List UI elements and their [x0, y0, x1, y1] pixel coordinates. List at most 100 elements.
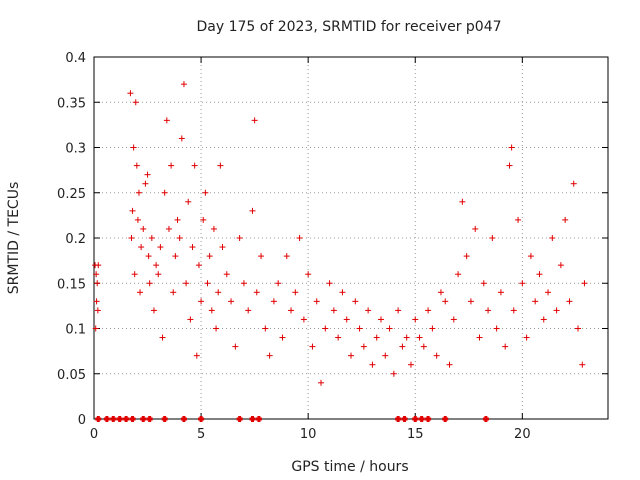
zero-value-point [95, 416, 102, 422]
zero-value-point [146, 416, 153, 422]
data-point [360, 343, 367, 350]
data-point [296, 235, 303, 241]
data-point [191, 162, 198, 169]
grid-lines [94, 57, 608, 419]
data-point [508, 144, 515, 151]
data-point [318, 379, 325, 386]
zero-value-point [140, 416, 147, 422]
data-point [377, 316, 384, 323]
data-point [553, 307, 560, 314]
data-point [502, 343, 509, 350]
data-point [145, 253, 152, 260]
data-point [292, 289, 299, 296]
data-point [549, 235, 556, 241]
zero-value-point [110, 416, 117, 422]
data-point [485, 307, 492, 314]
data-point [309, 343, 316, 350]
x-tick-label: 10 [300, 427, 317, 442]
data-point [433, 352, 440, 359]
data-point [180, 81, 187, 88]
data-point [245, 307, 252, 314]
data-point [161, 189, 168, 196]
data-point [130, 144, 137, 151]
zero-value-point [442, 416, 449, 422]
y-axis-label: SRMTID / TECUs [6, 182, 22, 295]
data-point [170, 289, 177, 296]
data-point [213, 325, 220, 332]
data-point [94, 280, 101, 287]
data-point [570, 180, 577, 187]
data-point [395, 307, 402, 314]
data-point [437, 289, 444, 296]
zero-value-point [425, 416, 432, 422]
data-point [193, 352, 200, 359]
y-tick-label: 0.1 [65, 323, 86, 338]
data-point [300, 316, 307, 323]
data-point [540, 316, 547, 323]
data-point [519, 280, 526, 287]
data-point [335, 334, 342, 341]
data-point [283, 253, 290, 260]
data-point [545, 289, 552, 296]
zero-value-point [161, 416, 168, 422]
data-point [536, 271, 543, 278]
data-point [497, 289, 504, 296]
data-point [313, 298, 320, 305]
zero-value-point [116, 416, 123, 422]
data-point [365, 307, 372, 314]
data-point [198, 298, 205, 305]
data-point [562, 216, 569, 223]
data-point [131, 271, 138, 278]
zero-value-point [129, 416, 136, 422]
data-point [420, 343, 427, 350]
data-point [480, 280, 487, 287]
data-point [373, 334, 380, 341]
y-tick-label: 0.15 [57, 277, 86, 292]
data-point [382, 352, 389, 359]
data-point [174, 216, 181, 223]
y-tick-label: 0.2 [65, 232, 86, 247]
data-point [455, 271, 462, 278]
data-point [412, 316, 419, 323]
data-point [236, 235, 243, 241]
data-point [93, 271, 100, 278]
data-point [506, 162, 513, 169]
data-point [127, 90, 134, 97]
data-point [189, 244, 196, 251]
data-point [532, 298, 539, 305]
data-point [95, 262, 102, 269]
data-point [178, 135, 185, 142]
data-point [176, 235, 183, 241]
data-point [144, 171, 151, 178]
data-point [275, 280, 282, 287]
data-point [279, 334, 286, 341]
data-point [326, 280, 333, 287]
data-point [215, 289, 222, 296]
data-point [187, 316, 194, 323]
data-point [208, 307, 215, 314]
data-point [172, 253, 179, 260]
y-tick-label: 0.3 [65, 142, 86, 157]
y-tick-label: 0.25 [57, 187, 86, 202]
data-point [575, 325, 582, 332]
data-point [195, 262, 202, 269]
zero-value-point [418, 416, 425, 422]
data-point [581, 280, 588, 287]
data-point [467, 298, 474, 305]
zero-value-point [249, 416, 256, 422]
data-point [356, 325, 363, 332]
data-point [232, 343, 239, 350]
data-point [403, 334, 410, 341]
data-point [352, 298, 359, 305]
data-point [270, 298, 277, 305]
data-point [140, 225, 147, 232]
zero-value-point [255, 416, 262, 422]
zero-value-point [395, 416, 402, 422]
data-point [450, 316, 457, 323]
data-point [258, 253, 265, 260]
data-point [228, 298, 235, 305]
data-point [266, 352, 273, 359]
zero-value-point [180, 416, 187, 422]
data-point [510, 307, 517, 314]
data-point [210, 225, 217, 232]
